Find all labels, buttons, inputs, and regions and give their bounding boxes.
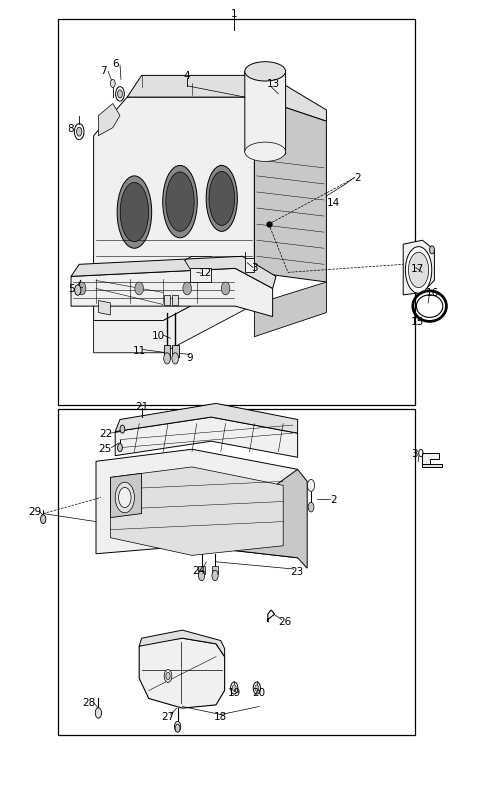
Text: 26: 26 <box>278 617 291 626</box>
Ellipse shape <box>118 444 122 452</box>
Polygon shape <box>254 283 326 337</box>
Text: 17: 17 <box>411 264 424 274</box>
Ellipse shape <box>172 353 179 365</box>
Text: 1: 1 <box>231 10 238 19</box>
Ellipse shape <box>307 479 315 491</box>
Polygon shape <box>422 454 439 464</box>
Text: 25: 25 <box>98 443 111 453</box>
Text: 22: 22 <box>99 429 112 438</box>
Text: 19: 19 <box>228 687 241 697</box>
Polygon shape <box>212 566 218 574</box>
Ellipse shape <box>209 172 235 226</box>
Text: 24: 24 <box>192 565 206 575</box>
Ellipse shape <box>40 516 46 524</box>
Ellipse shape <box>120 426 125 434</box>
Ellipse shape <box>77 283 86 296</box>
Text: 29: 29 <box>28 507 41 516</box>
Polygon shape <box>139 630 225 657</box>
Text: 2: 2 <box>330 495 337 504</box>
Ellipse shape <box>163 166 197 238</box>
Text: 6: 6 <box>112 59 119 69</box>
Polygon shape <box>94 98 254 321</box>
Polygon shape <box>190 269 211 283</box>
Ellipse shape <box>212 570 218 581</box>
Text: 8: 8 <box>68 124 74 133</box>
Ellipse shape <box>77 128 82 137</box>
Polygon shape <box>110 474 142 518</box>
Ellipse shape <box>110 80 115 88</box>
Text: 27: 27 <box>161 711 175 721</box>
Polygon shape <box>98 104 120 137</box>
Text: 7: 7 <box>100 66 107 75</box>
Text: 9: 9 <box>186 353 193 362</box>
Ellipse shape <box>206 166 237 232</box>
Polygon shape <box>192 470 307 569</box>
Polygon shape <box>98 301 110 316</box>
Polygon shape <box>172 296 178 305</box>
Polygon shape <box>245 259 254 273</box>
Polygon shape <box>164 296 170 305</box>
Text: 13: 13 <box>267 79 280 89</box>
Ellipse shape <box>175 724 180 732</box>
Ellipse shape <box>118 91 122 99</box>
Ellipse shape <box>166 673 170 679</box>
Polygon shape <box>115 404 298 434</box>
Text: 15: 15 <box>411 316 424 326</box>
Text: 3: 3 <box>251 263 258 272</box>
Ellipse shape <box>119 487 131 508</box>
Ellipse shape <box>183 283 192 296</box>
Ellipse shape <box>120 183 149 243</box>
Ellipse shape <box>115 483 134 513</box>
Text: 5: 5 <box>68 284 74 294</box>
Text: 11: 11 <box>132 345 146 355</box>
Ellipse shape <box>117 177 152 249</box>
Text: 4: 4 <box>184 71 191 81</box>
Ellipse shape <box>199 570 204 581</box>
Polygon shape <box>245 72 286 155</box>
Text: 16: 16 <box>425 288 439 298</box>
Text: 21: 21 <box>135 402 148 411</box>
Polygon shape <box>139 638 225 708</box>
Polygon shape <box>422 464 442 467</box>
Text: 2: 2 <box>354 173 361 183</box>
Ellipse shape <box>175 721 180 732</box>
Ellipse shape <box>164 353 170 365</box>
Text: 23: 23 <box>290 567 303 577</box>
Polygon shape <box>94 273 254 353</box>
Polygon shape <box>254 98 326 283</box>
Polygon shape <box>110 467 283 556</box>
Ellipse shape <box>95 708 102 718</box>
Ellipse shape <box>135 283 144 296</box>
Ellipse shape <box>308 503 314 512</box>
Bar <box>58 20 415 406</box>
Ellipse shape <box>255 685 259 691</box>
Text: 18: 18 <box>214 711 228 721</box>
Text: 10: 10 <box>152 331 165 340</box>
Ellipse shape <box>75 286 81 296</box>
Ellipse shape <box>408 253 429 288</box>
Bar <box>58 410 415 735</box>
Text: 28: 28 <box>82 698 96 707</box>
Polygon shape <box>71 269 273 317</box>
Ellipse shape <box>405 247 432 294</box>
Ellipse shape <box>245 143 286 162</box>
Polygon shape <box>71 257 276 289</box>
Polygon shape <box>403 241 434 296</box>
Ellipse shape <box>430 247 434 255</box>
Text: 14: 14 <box>327 198 340 207</box>
Text: 20: 20 <box>252 687 266 697</box>
Ellipse shape <box>164 670 172 683</box>
Polygon shape <box>164 345 170 357</box>
Ellipse shape <box>232 685 236 691</box>
Text: 30: 30 <box>411 449 424 459</box>
Polygon shape <box>198 566 205 574</box>
Polygon shape <box>172 345 179 357</box>
Text: 12: 12 <box>199 268 212 278</box>
Ellipse shape <box>166 173 194 232</box>
Polygon shape <box>115 418 298 458</box>
Ellipse shape <box>245 63 286 82</box>
Ellipse shape <box>221 283 230 296</box>
Polygon shape <box>96 450 298 558</box>
Polygon shape <box>127 76 326 122</box>
